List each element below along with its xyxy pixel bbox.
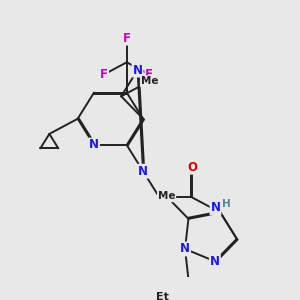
Text: F: F bbox=[146, 68, 153, 81]
Text: F: F bbox=[100, 68, 108, 81]
Text: N: N bbox=[133, 64, 142, 76]
Text: Me: Me bbox=[158, 191, 175, 201]
Text: N: N bbox=[138, 165, 148, 178]
Text: O: O bbox=[187, 161, 197, 174]
Text: F: F bbox=[123, 32, 131, 45]
Text: Et: Et bbox=[156, 292, 168, 300]
Text: H: H bbox=[222, 199, 231, 209]
Text: N: N bbox=[210, 255, 220, 268]
Text: Me: Me bbox=[141, 76, 158, 86]
Text: N: N bbox=[89, 139, 99, 152]
Text: N: N bbox=[180, 242, 190, 256]
Text: N: N bbox=[211, 202, 220, 214]
